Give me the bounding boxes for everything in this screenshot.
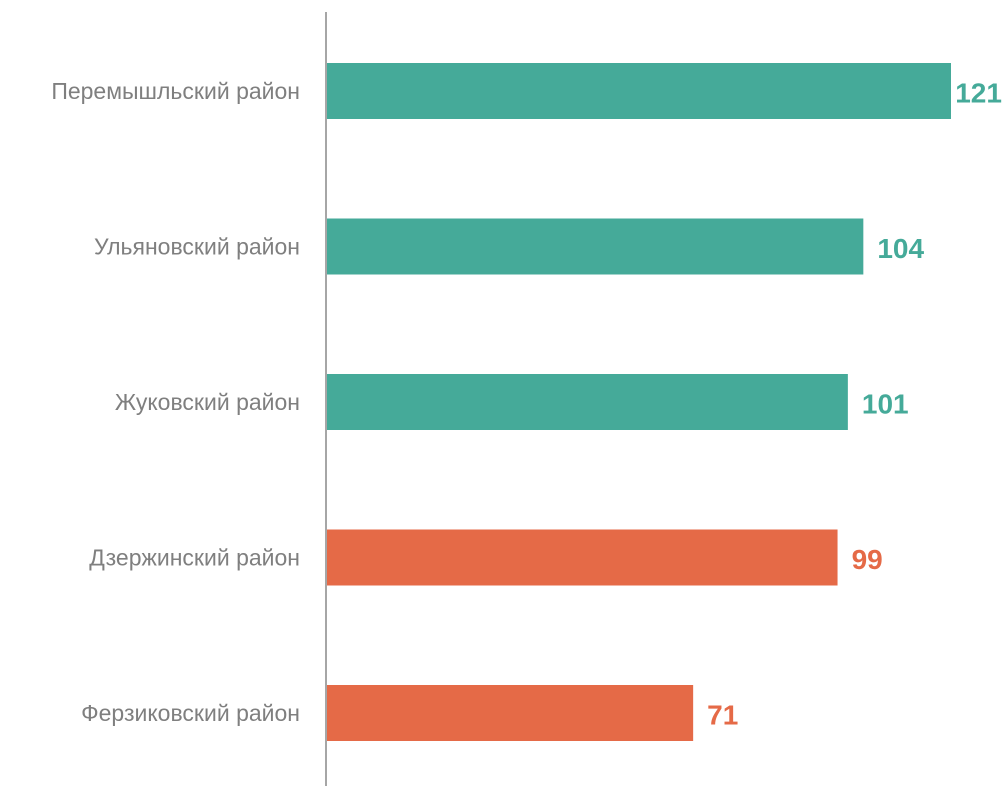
bar [327,529,838,586]
category-label: Ферзиковский район [81,700,300,726]
data-label: 71 [707,700,738,731]
bar [327,685,694,741]
bar [327,218,864,275]
category-label: Ульяновский район [94,234,300,260]
category-label: Перемышльский район [51,78,300,104]
data-label: 121 [955,78,1002,109]
bar [327,63,951,119]
category-label: Жуковский район [115,389,300,415]
data-label: 104 [877,233,924,264]
bar [327,374,848,430]
bars-group: Перемышльский район 121 Ульяновский район 1… [51,63,1002,741]
data-label: 99 [852,544,883,575]
category-label: Дзержинский район [89,545,300,571]
data-label: 101 [862,389,909,420]
